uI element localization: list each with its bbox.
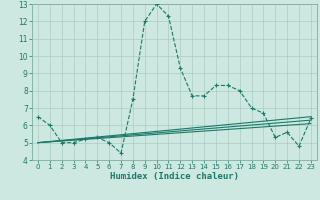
X-axis label: Humidex (Indice chaleur): Humidex (Indice chaleur): [110, 172, 239, 181]
